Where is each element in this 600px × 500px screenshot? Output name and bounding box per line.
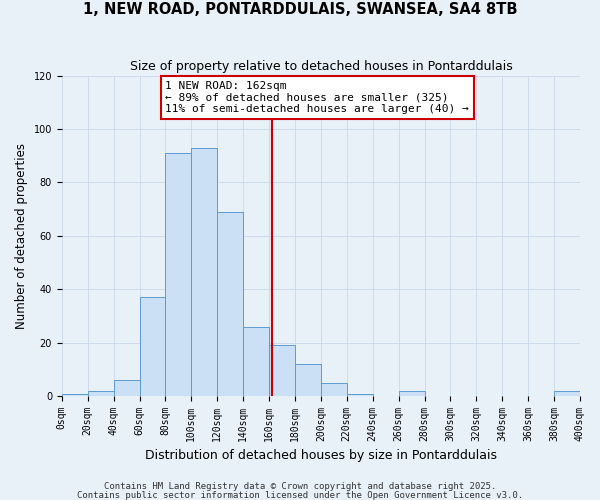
Bar — [166, 153, 191, 396]
X-axis label: Distribution of detached houses by size in Pontarddulais: Distribution of detached houses by size … — [145, 450, 497, 462]
Bar — [269, 346, 295, 396]
Bar — [191, 148, 217, 396]
Bar — [113, 380, 140, 396]
Bar — [295, 364, 321, 396]
Bar — [347, 394, 373, 396]
Title: Size of property relative to detached houses in Pontarddulais: Size of property relative to detached ho… — [130, 60, 512, 73]
Bar — [88, 391, 113, 396]
Bar — [321, 383, 347, 396]
Bar — [217, 212, 243, 396]
Text: 1 NEW ROAD: 162sqm
← 89% of detached houses are smaller (325)
11% of semi-detach: 1 NEW ROAD: 162sqm ← 89% of detached hou… — [166, 81, 469, 114]
Bar — [62, 394, 88, 396]
Bar — [243, 326, 269, 396]
Bar — [140, 298, 166, 396]
Text: Contains public sector information licensed under the Open Government Licence v3: Contains public sector information licen… — [77, 490, 523, 500]
Text: 1, NEW ROAD, PONTARDDULAIS, SWANSEA, SA4 8TB: 1, NEW ROAD, PONTARDDULAIS, SWANSEA, SA4… — [83, 2, 517, 18]
Y-axis label: Number of detached properties: Number of detached properties — [15, 143, 28, 329]
Text: Contains HM Land Registry data © Crown copyright and database right 2025.: Contains HM Land Registry data © Crown c… — [104, 482, 496, 491]
Bar — [398, 391, 425, 396]
Bar — [554, 391, 580, 396]
